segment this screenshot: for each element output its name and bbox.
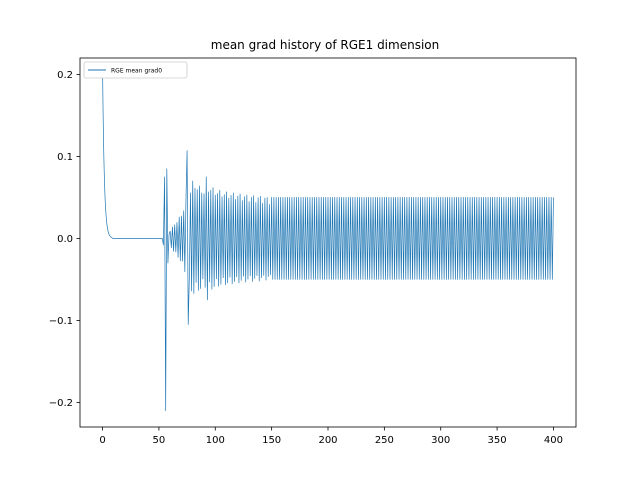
chart-title: mean grad history of RGE1 dimension	[211, 38, 439, 52]
x-tick-label: 50	[153, 435, 166, 446]
x-tick-label: 250	[375, 435, 394, 446]
x-tick-label: 300	[431, 435, 450, 446]
y-axis: −0.2 −0.1 0.0 0.1 0.2	[49, 70, 80, 409]
x-tick-label: 200	[318, 435, 337, 446]
x-axis: 0 50 100 150 200 250 300 350 400	[99, 427, 563, 446]
series-layer	[102, 66, 554, 411]
legend-label: RGE mean grad0	[111, 68, 162, 75]
y-tick-label: −0.2	[49, 398, 73, 409]
y-tick-label: 0.1	[57, 152, 73, 163]
y-tick-label: 0.2	[57, 70, 73, 81]
legend-box	[83, 61, 188, 79]
x-tick-label: 400	[544, 435, 563, 446]
y-tick-label: −0.1	[49, 316, 73, 327]
x-tick-label: 150	[262, 435, 281, 446]
y-tick-label: 0.0	[57, 234, 73, 245]
x-tick-label: 0	[99, 435, 105, 446]
series-line-rge-mean-grad0	[102, 66, 554, 411]
x-tick-label: 350	[488, 435, 507, 446]
x-tick-label: 100	[206, 435, 225, 446]
axes-frame	[79, 57, 577, 428]
legend: RGE mean grad0	[83, 61, 188, 79]
